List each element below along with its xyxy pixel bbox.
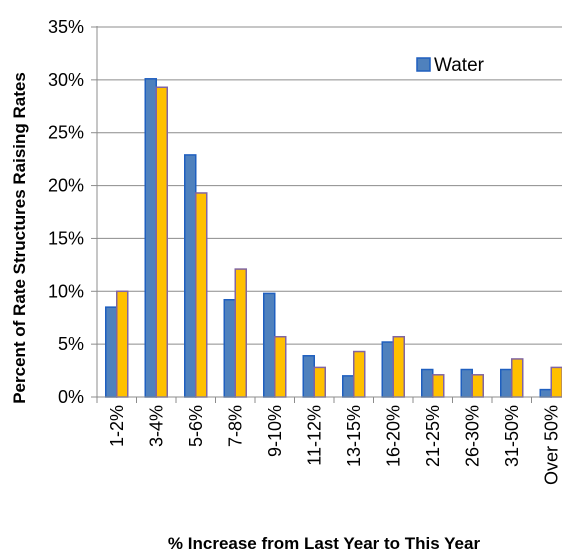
- x-tick-label: 13-15%: [344, 405, 364, 467]
- bar-water-3: [184, 154, 197, 398]
- legend-swatch-water: [416, 57, 431, 72]
- y-tick-label: 10%: [48, 281, 84, 301]
- y-tick-label: 5%: [58, 334, 84, 354]
- bar-water-12: [539, 388, 552, 398]
- bar-water-7: [342, 375, 355, 398]
- bar-series-2-3: [195, 192, 208, 398]
- bar-series-2-9: [432, 374, 445, 398]
- bar-series-2-12: [550, 366, 562, 398]
- bar-water-8: [381, 341, 394, 398]
- bars: [105, 78, 562, 398]
- y-tick-label: 30%: [48, 70, 84, 90]
- y-tick-label: 20%: [48, 176, 84, 196]
- bar-series-2-7: [353, 350, 366, 398]
- bar-water-11: [500, 368, 513, 398]
- y-tick-labels: 0% 5% 10% 15% 20% 25% 30% 35%: [48, 17, 84, 407]
- bar-series-2-1: [116, 290, 129, 398]
- y-tick-label: 0%: [58, 387, 84, 407]
- x-tick-label: 7-8%: [225, 405, 245, 447]
- legend-label-water: Water: [434, 55, 485, 76]
- y-axis-title: Percent of Rate Structures Raising Rates: [10, 72, 29, 404]
- bar-water-2: [144, 78, 157, 398]
- x-tick-label: 3-4%: [146, 405, 166, 447]
- y-tick-label: 15%: [48, 228, 84, 248]
- bar-water-9: [421, 368, 434, 398]
- bar-series-2-10: [471, 374, 484, 398]
- x-tick-label: 21-25%: [423, 405, 443, 467]
- bar-series-2-11: [511, 358, 524, 398]
- x-tick-labels: 1-2% 3-4% 5-6% 7-8% 9-10% 11-12% 13-15% 16-20% 2…: [107, 405, 562, 485]
- axes: [91, 26, 562, 403]
- x-axis-title: % Increase from Last Year to This Year: [168, 534, 481, 553]
- bar-water-4: [223, 298, 236, 398]
- x-tick-label: Over 50%: [541, 405, 561, 485]
- x-tick-label: 1-2%: [107, 405, 127, 447]
- gridlines: [97, 26, 562, 345]
- bar-series-2-6: [313, 366, 326, 398]
- legend: Water: [416, 55, 485, 76]
- bar-series-2-5: [274, 335, 287, 398]
- bar-series-2-2: [155, 86, 168, 398]
- bar-water-5: [263, 292, 276, 398]
- x-tick-label: 5-6%: [186, 405, 206, 447]
- x-tick-label: 11-12%: [304, 405, 324, 466]
- x-tick-label: 26-30%: [462, 405, 482, 467]
- x-tick-label: 31-50%: [502, 405, 522, 467]
- y-tick-label: 35%: [48, 17, 84, 37]
- bar-water-1: [105, 306, 118, 398]
- x-tick-label: 9-10%: [265, 405, 285, 457]
- bar-series-2-8: [392, 335, 405, 398]
- bar-water-6: [302, 355, 315, 398]
- y-tick-label: 25%: [48, 123, 84, 143]
- bar-series-2-4: [234, 268, 247, 398]
- x-tick-label: 16-20%: [383, 405, 403, 467]
- bar-water-10: [460, 368, 473, 398]
